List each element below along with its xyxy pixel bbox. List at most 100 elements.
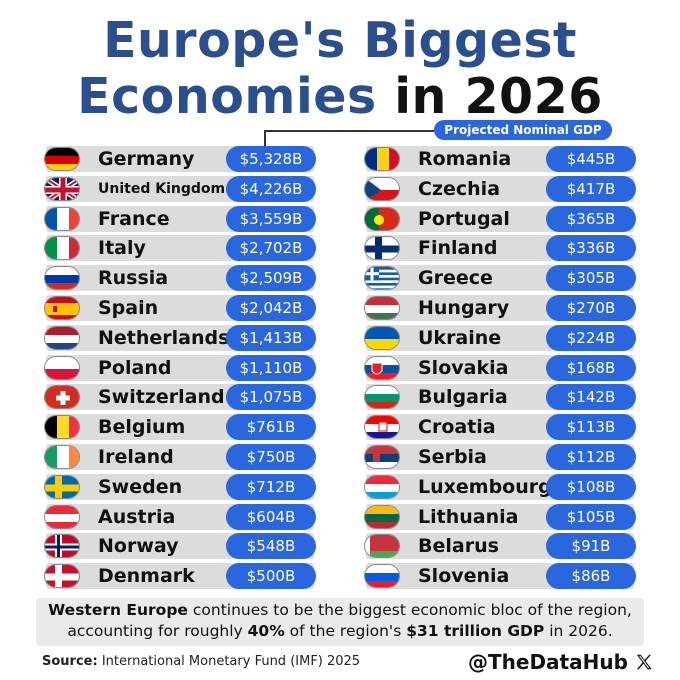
country-name: Serbia [418, 446, 487, 468]
gdp-value: $1,413B [226, 324, 316, 351]
gdp-value: $305B [546, 265, 636, 292]
gdp-value: $500B [226, 563, 316, 590]
gdp-value: $365B [546, 205, 636, 232]
footer-note: Western Europe continues to be the bigge… [48, 601, 632, 640]
table-row: Russia $2,509B [40, 265, 320, 292]
gdp-value: $548B [226, 533, 316, 560]
table-row: Croatia $113B [360, 414, 640, 441]
gdp-value: $91B [546, 533, 636, 560]
gdp-value: $417B [546, 175, 636, 202]
country-name: Belgium [98, 416, 186, 439]
germany-flag-icon [44, 147, 80, 171]
title-line-2: Economies in 2026 [0, 70, 680, 124]
gdp-value: $1,110B [226, 354, 316, 381]
country-name: Slovenia [418, 565, 510, 588]
footer-box [36, 598, 644, 646]
country-name: Netherlands [98, 326, 230, 349]
czechia-flag-icon [364, 176, 400, 201]
table-row: Germany $5,328B [40, 146, 320, 172]
gdp-value: $270B [546, 295, 636, 321]
gdp-value: $336B [546, 235, 636, 262]
netherlands-flag-icon [44, 325, 80, 350]
table-row: Belarus $91B [360, 533, 640, 560]
gdp-value: $750B [226, 444, 316, 470]
country-name: Romania [418, 148, 512, 170]
table-row: Slovakia $168B [360, 354, 640, 381]
table-row: Poland $1,110B [40, 354, 320, 381]
denmark-flag-icon [44, 564, 80, 589]
gdp-value: $108B [546, 473, 636, 500]
russia-flag-icon [44, 266, 80, 291]
author-handle: @TheDataHub [468, 650, 653, 674]
gdp-value: $142B [546, 384, 636, 411]
country-name: Sweden [98, 475, 183, 498]
table-row: Spain $2,042B [40, 295, 320, 321]
poland-flag-icon [44, 355, 80, 380]
country-name: United Kingdom [98, 180, 226, 197]
gdp-value: $3,559B [226, 205, 316, 232]
table-row: Austria $604B [40, 503, 320, 530]
country-name: France [98, 207, 170, 230]
country-name: Lithuania [418, 505, 519, 528]
gdp-value: $2,042B [226, 295, 316, 321]
table-row: Netherlands $1,413B [40, 324, 320, 351]
country-name: Denmark [98, 565, 195, 588]
gdp-value: $113B [546, 414, 636, 441]
finland-flag-icon [364, 236, 400, 261]
bulgaria-flag-icon [364, 385, 400, 410]
country-name: Russia [98, 267, 169, 290]
country-name: Bulgaria [418, 386, 508, 409]
gdp-value: $105B [546, 503, 636, 530]
country-name: Slovakia [418, 356, 509, 379]
country-name: Portugal [418, 207, 510, 230]
title-word-year: in 2026 [394, 68, 603, 125]
slovenia-flag-icon [364, 564, 400, 589]
table-row: Italy $2,702B [40, 235, 320, 262]
table-row: Serbia $112B [360, 444, 640, 470]
country-name: Luxembourg [418, 475, 552, 498]
table-row: Ireland $750B [40, 444, 320, 470]
gdp-column-label: Projected Nominal GDP [434, 120, 612, 140]
country-name: Spain [98, 297, 159, 319]
country-name: Norway [98, 535, 179, 558]
austria-flag-icon [44, 504, 80, 529]
country-name: Croatia [418, 416, 496, 439]
table-row: Portugal $365B [360, 205, 640, 232]
gdp-value: $224B [546, 324, 636, 351]
table-row: Greece $305B [360, 265, 640, 292]
croatia-flag-icon [364, 415, 400, 440]
table-row: Finland $336B [360, 235, 640, 262]
bracket-connector [264, 130, 436, 148]
table-row: France $3,559B [40, 205, 320, 232]
spain-flag-icon [44, 296, 80, 320]
portugal-flag-icon [364, 206, 400, 231]
gdp-value: $112B [546, 444, 636, 470]
table-row: Slovenia $86B [360, 563, 640, 590]
belgium-flag-icon [44, 415, 80, 440]
gdp-value: $445B [546, 146, 636, 172]
table-row: Belgium $761B [40, 414, 320, 441]
country-name: Poland [98, 356, 172, 379]
country-name: Belarus [418, 535, 499, 558]
table-row: Luxembourg $108B [360, 473, 640, 500]
gdp-value: $168B [546, 354, 636, 381]
belarus-flag-icon [364, 534, 400, 559]
romania-flag-icon [364, 147, 400, 171]
italy-flag-icon [44, 236, 80, 261]
greece-flag-icon [364, 266, 400, 291]
country-name: Czechia [418, 177, 501, 200]
hungary-flag-icon [364, 296, 400, 320]
norway-flag-icon [44, 534, 80, 559]
country-name: Austria [98, 505, 176, 528]
country-name: Italy [98, 237, 146, 260]
gdp-value: $1,075B [226, 384, 316, 411]
gdp-value: $761B [226, 414, 316, 441]
table-row: Switzerland $1,075B [40, 384, 320, 411]
gdp-value: $2,509B [226, 265, 316, 292]
gdp-value: $712B [226, 473, 316, 500]
table-row: United Kingdom $4,226B [40, 175, 320, 202]
sweden-flag-icon [44, 474, 80, 499]
gdp-value: $5,328B [226, 146, 316, 172]
country-name: Switzerland [98, 386, 225, 409]
table-row: Sweden $712B [40, 473, 320, 500]
